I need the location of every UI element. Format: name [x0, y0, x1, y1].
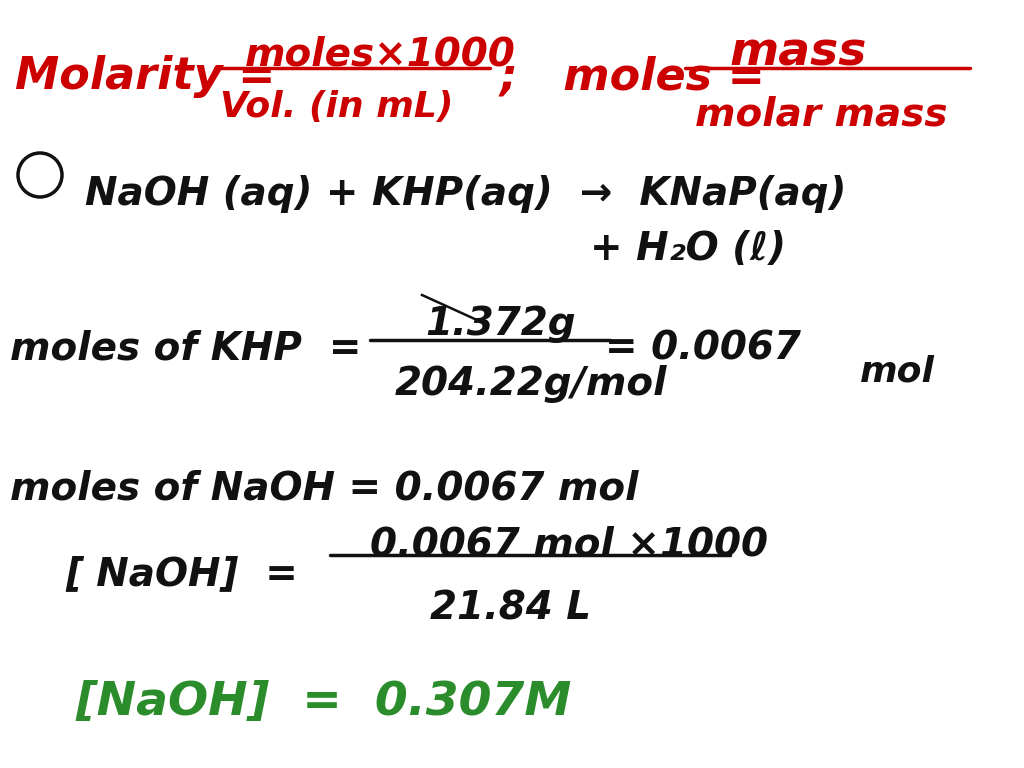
Text: 1.372g: 1.372g: [425, 305, 575, 343]
Text: Vol. (in mL): Vol. (in mL): [220, 90, 454, 124]
Text: NaOH (aq) + KHP(aq)  →  KNaP(aq): NaOH (aq) + KHP(aq) → KNaP(aq): [85, 175, 847, 213]
Text: + H₂O (ℓ): + H₂O (ℓ): [590, 230, 786, 268]
Text: [NaOH]  =  0.307M: [NaOH] = 0.307M: [75, 680, 571, 725]
Text: = 0.0067: = 0.0067: [605, 330, 801, 368]
Text: moles×1000: moles×1000: [245, 35, 516, 73]
Text: moles of NaOH = 0.0067 mol: moles of NaOH = 0.0067 mol: [10, 470, 639, 508]
Text: Molarity =: Molarity =: [15, 55, 291, 98]
Text: [ NaOH]  =: [ NaOH] =: [65, 555, 311, 593]
Text: molar mass: molar mass: [695, 95, 947, 133]
Text: mol: mol: [860, 355, 935, 389]
Text: 21.84 L: 21.84 L: [430, 590, 591, 628]
Text: 204.22g/mol: 204.22g/mol: [395, 365, 668, 403]
Text: mass: mass: [730, 30, 867, 75]
Text: moles of KHP  =: moles of KHP =: [10, 330, 375, 368]
Text: 0.0067 mol ×1000: 0.0067 mol ×1000: [370, 525, 768, 563]
Text: ;   moles =: ; moles =: [500, 55, 781, 98]
